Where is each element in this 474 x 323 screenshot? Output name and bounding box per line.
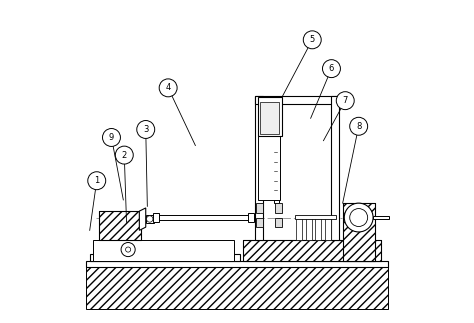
Circle shape: [102, 129, 120, 146]
Bar: [255, 96, 341, 104]
Bar: [86, 264, 388, 309]
Bar: [93, 240, 234, 261]
Bar: [244, 240, 381, 261]
Bar: [275, 203, 282, 213]
Bar: [248, 214, 254, 222]
Text: 5: 5: [310, 35, 315, 44]
Bar: [274, 133, 279, 203]
Bar: [343, 203, 374, 261]
Circle shape: [115, 146, 133, 164]
Bar: [258, 98, 282, 136]
Bar: [275, 217, 282, 227]
Bar: [316, 217, 321, 240]
Bar: [258, 136, 280, 200]
Text: 7: 7: [343, 96, 348, 105]
Text: 2: 2: [122, 151, 127, 160]
Circle shape: [126, 247, 131, 252]
Bar: [146, 215, 154, 223]
Circle shape: [350, 117, 368, 135]
Text: 6: 6: [329, 64, 334, 73]
Circle shape: [344, 203, 373, 232]
Circle shape: [146, 216, 153, 222]
Circle shape: [303, 31, 321, 49]
Polygon shape: [139, 208, 146, 230]
Text: 1: 1: [94, 176, 100, 185]
Bar: [255, 96, 263, 240]
Circle shape: [121, 243, 135, 256]
Bar: [100, 211, 141, 240]
Bar: [331, 96, 339, 240]
Bar: [256, 217, 263, 227]
Bar: [90, 255, 240, 261]
Bar: [100, 211, 141, 240]
Bar: [306, 217, 311, 240]
Bar: [153, 214, 158, 222]
Circle shape: [137, 120, 155, 139]
Bar: [86, 261, 388, 267]
Text: 8: 8: [356, 122, 361, 131]
Bar: [343, 203, 374, 261]
Bar: [260, 102, 279, 134]
Bar: [296, 217, 302, 240]
Bar: [154, 215, 253, 220]
Bar: [373, 216, 389, 219]
Bar: [244, 240, 381, 261]
Text: 4: 4: [165, 83, 171, 92]
Bar: [295, 215, 336, 219]
Bar: [256, 203, 263, 213]
Circle shape: [336, 92, 354, 109]
Circle shape: [159, 79, 177, 97]
Text: 9: 9: [109, 133, 114, 142]
Text: 3: 3: [143, 125, 148, 134]
Circle shape: [350, 209, 368, 226]
Bar: [325, 217, 331, 240]
Circle shape: [88, 172, 106, 190]
Circle shape: [322, 60, 340, 78]
